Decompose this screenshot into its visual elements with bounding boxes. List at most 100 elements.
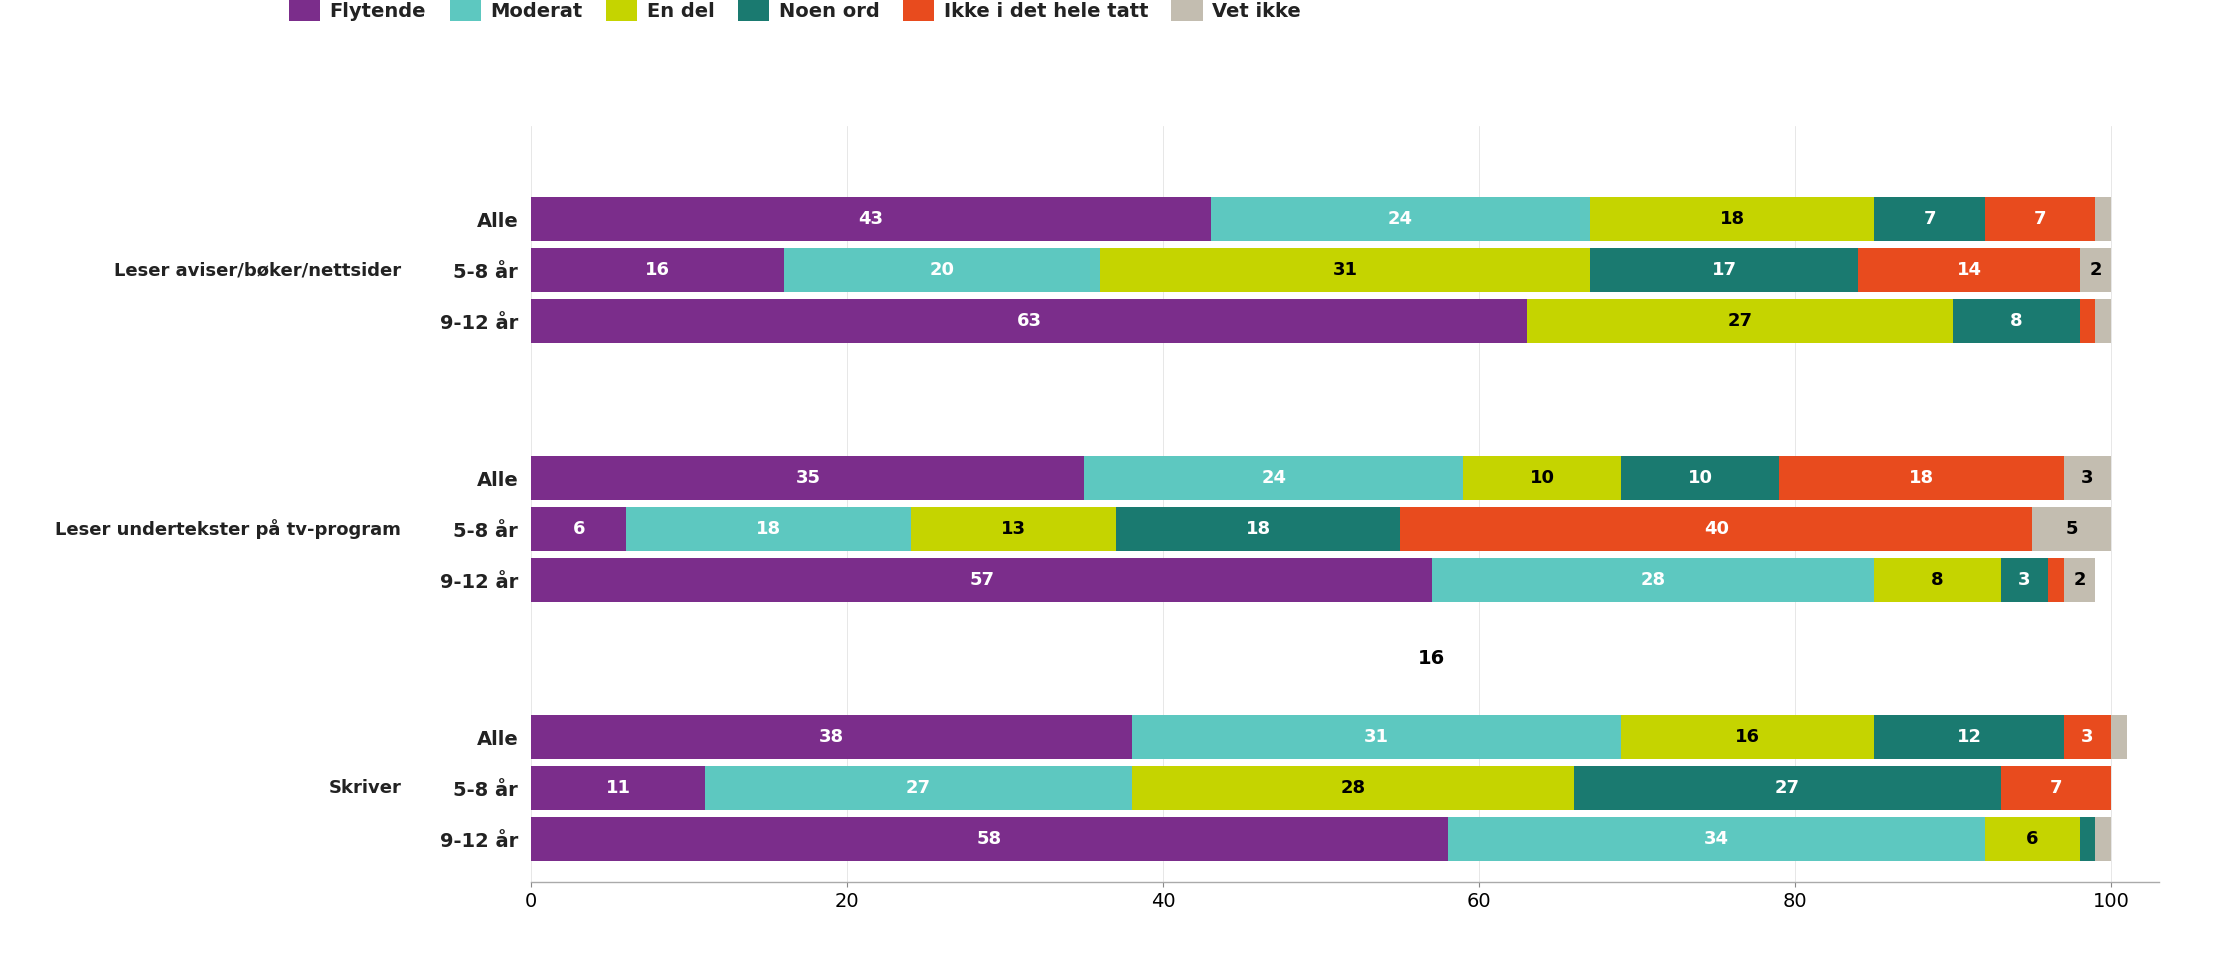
Bar bbox=[1574, 766, 2001, 810]
Text: 27: 27 bbox=[1776, 779, 1800, 797]
Bar bbox=[2001, 766, 2112, 810]
Bar bbox=[2001, 558, 2048, 603]
Bar bbox=[531, 715, 1131, 760]
Text: 3: 3 bbox=[2081, 729, 2094, 746]
Text: 14: 14 bbox=[1957, 262, 1982, 279]
Text: 12: 12 bbox=[1957, 729, 1982, 746]
Text: 8: 8 bbox=[2010, 312, 2024, 330]
Text: 7: 7 bbox=[2035, 210, 2046, 229]
Bar bbox=[2048, 558, 2063, 603]
Text: 28: 28 bbox=[1641, 572, 1665, 589]
Legend: Flytende, Moderat, En del, Noen ord, Ikke i det hele tatt, Vet ikke: Flytende, Moderat, En del, Noen ord, Ikk… bbox=[288, 0, 1302, 21]
Bar bbox=[1085, 456, 1463, 500]
Bar bbox=[2032, 508, 2112, 551]
Text: 7: 7 bbox=[1924, 210, 1935, 229]
Bar bbox=[910, 508, 1116, 551]
Bar bbox=[1780, 456, 2063, 500]
Text: 13: 13 bbox=[1001, 520, 1025, 539]
Text: 18: 18 bbox=[755, 520, 782, 539]
Text: Leser undertekster på tv-program: Leser undertekster på tv-program bbox=[55, 519, 401, 540]
Bar bbox=[627, 508, 910, 551]
Text: 16: 16 bbox=[1736, 729, 1760, 746]
Bar bbox=[1116, 508, 1399, 551]
Text: 24: 24 bbox=[1262, 469, 1286, 487]
Bar bbox=[1953, 299, 2079, 343]
Text: 2: 2 bbox=[2072, 572, 2086, 589]
Text: 24: 24 bbox=[1388, 210, 1413, 229]
Text: 18: 18 bbox=[1908, 469, 1935, 487]
Bar bbox=[2094, 818, 2112, 861]
Bar bbox=[784, 248, 1100, 293]
Text: Leser aviser/bøker/nettsider: Leser aviser/bøker/nettsider bbox=[115, 262, 401, 279]
Bar bbox=[1621, 715, 1875, 760]
Bar bbox=[1211, 198, 1590, 241]
Bar bbox=[1131, 715, 1621, 760]
Text: 38: 38 bbox=[819, 729, 844, 746]
Bar bbox=[2063, 558, 2094, 603]
Text: 5: 5 bbox=[2066, 520, 2079, 539]
Text: 7: 7 bbox=[2050, 779, 2061, 797]
Text: 3: 3 bbox=[2081, 469, 2094, 487]
Bar bbox=[1986, 818, 2079, 861]
Bar bbox=[2063, 456, 2112, 500]
Bar bbox=[531, 299, 1528, 343]
Text: 43: 43 bbox=[859, 210, 883, 229]
Text: 31: 31 bbox=[1364, 729, 1388, 746]
Bar bbox=[1590, 248, 1858, 293]
Bar bbox=[2079, 299, 2094, 343]
Bar bbox=[2094, 299, 2112, 343]
Text: 18: 18 bbox=[1720, 210, 1745, 229]
Text: 17: 17 bbox=[1711, 262, 1736, 279]
Bar bbox=[531, 248, 784, 293]
Bar bbox=[1432, 558, 1875, 603]
Text: 57: 57 bbox=[970, 572, 994, 589]
Bar bbox=[1590, 198, 1875, 241]
Bar bbox=[531, 818, 1448, 861]
Bar bbox=[1131, 766, 1574, 810]
Bar bbox=[1448, 818, 1986, 861]
Bar bbox=[1875, 198, 1986, 241]
Text: 6: 6 bbox=[2026, 830, 2039, 848]
Bar bbox=[531, 558, 1432, 603]
Text: 27: 27 bbox=[1727, 312, 1753, 330]
Bar bbox=[1399, 508, 2032, 551]
Bar bbox=[1100, 248, 1590, 293]
Bar bbox=[2112, 715, 2128, 760]
Text: 10: 10 bbox=[1687, 469, 1714, 487]
Bar bbox=[1463, 456, 1621, 500]
Text: 8: 8 bbox=[1931, 572, 1944, 589]
Text: 40: 40 bbox=[1705, 520, 1729, 539]
Text: 58: 58 bbox=[976, 830, 1003, 848]
Bar bbox=[1621, 456, 1780, 500]
Text: 16: 16 bbox=[1419, 649, 1446, 669]
Bar bbox=[1875, 715, 2063, 760]
Text: 10: 10 bbox=[1530, 469, 1554, 487]
Bar bbox=[704, 766, 1131, 810]
Bar bbox=[1528, 299, 1953, 343]
Text: 35: 35 bbox=[795, 469, 821, 487]
Text: 31: 31 bbox=[1333, 262, 1357, 279]
Text: 34: 34 bbox=[1705, 830, 1729, 848]
Text: 18: 18 bbox=[1246, 520, 1271, 539]
Text: 11: 11 bbox=[607, 779, 631, 797]
Bar bbox=[2079, 818, 2094, 861]
Bar bbox=[2079, 248, 2112, 293]
Bar bbox=[531, 508, 627, 551]
Text: 63: 63 bbox=[1016, 312, 1041, 330]
Bar bbox=[1858, 248, 2079, 293]
Bar bbox=[2063, 715, 2112, 760]
Bar bbox=[1986, 198, 2094, 241]
Text: 20: 20 bbox=[930, 262, 954, 279]
Text: 2: 2 bbox=[2090, 262, 2101, 279]
Text: 3: 3 bbox=[2019, 572, 2030, 589]
Text: 6: 6 bbox=[573, 520, 584, 539]
Text: 27: 27 bbox=[906, 779, 930, 797]
Bar bbox=[1875, 558, 2001, 603]
Text: 16: 16 bbox=[644, 262, 671, 279]
Bar bbox=[531, 456, 1085, 500]
Bar bbox=[531, 766, 704, 810]
Text: Skriver: Skriver bbox=[328, 779, 401, 797]
Bar bbox=[2094, 198, 2112, 241]
Text: 28: 28 bbox=[1339, 779, 1366, 797]
Bar bbox=[531, 198, 1211, 241]
